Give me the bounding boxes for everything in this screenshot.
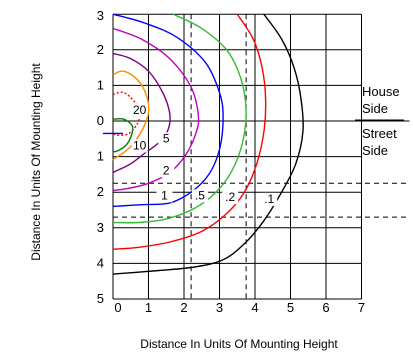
y-tick-label: 1	[97, 149, 104, 164]
contour-line	[112, 70, 150, 161]
y-tick-label: 1	[97, 77, 104, 92]
x-tick-labels: 0 1 2 3 4 5 6 7	[114, 300, 365, 315]
x-tick-label: 7	[358, 300, 365, 315]
contour-line	[112, 27, 200, 192]
contour-label-background	[222, 191, 239, 205]
x-tick-label: 3	[216, 300, 223, 315]
y-axis-title: Distance In Units Of Mounting Height	[29, 63, 43, 261]
side-labels: House Side Street Side	[355, 84, 404, 158]
contour-label-background	[261, 192, 278, 206]
house-side-label-line1: House	[362, 84, 400, 99]
street-side-label-line2: Side	[362, 143, 388, 158]
contour-label-background	[131, 103, 148, 117]
contour-label: .1	[264, 192, 274, 206]
contour-line	[112, 13, 224, 208]
y-tick-label: 0	[97, 113, 104, 128]
x-tick-label: 1	[145, 300, 152, 315]
y-tick-label: 4	[97, 255, 104, 270]
contour-line	[112, 117, 134, 153]
y-tick-label: 5	[97, 291, 104, 306]
contour-line	[112, 52, 171, 174]
x-tick-label: 6	[322, 300, 329, 315]
contour-label: 10	[133, 138, 147, 152]
contour-label: .5	[195, 188, 205, 202]
contour-label: .2	[225, 190, 235, 204]
contour-label: 20	[133, 103, 147, 117]
contour-label: 5	[163, 131, 170, 145]
contour-lines	[103, 13, 304, 275]
y-tick-label: 3	[97, 8, 104, 23]
x-tick-label: 4	[251, 300, 258, 315]
y-tick-labels: 3 2 1 0 1 2 3 4 5	[97, 8, 104, 306]
contour-line	[112, 13, 304, 275]
contour-label: 2	[163, 163, 170, 177]
x-tick-label: 0	[114, 300, 121, 315]
y-tick-label: 3	[97, 220, 104, 235]
contour-line	[112, 13, 247, 224]
contour-label-background	[191, 189, 208, 203]
x-axis-title: Distance In Units Of Mounting Height	[140, 337, 338, 351]
contour-label-background	[156, 189, 173, 203]
y-tick-label: 2	[97, 184, 104, 199]
dashed-reference-lines	[113, 14, 410, 299]
contour-line	[112, 13, 267, 250]
contour-line	[112, 91, 141, 136]
contour-label-background	[158, 164, 175, 178]
house-side-label-line2: Side	[362, 101, 388, 116]
x-tick-label: 5	[287, 300, 294, 315]
y-tick-label: 2	[97, 42, 104, 57]
contour-label-background	[158, 132, 175, 146]
contour-labels: 20 10 5 2 1 .5 .2 .1	[131, 103, 278, 206]
contour-label: 1	[161, 188, 168, 202]
x-tick-label: 2	[180, 300, 187, 315]
contour-label-background	[131, 139, 148, 153]
street-side-label-line1: Street	[362, 126, 397, 141]
